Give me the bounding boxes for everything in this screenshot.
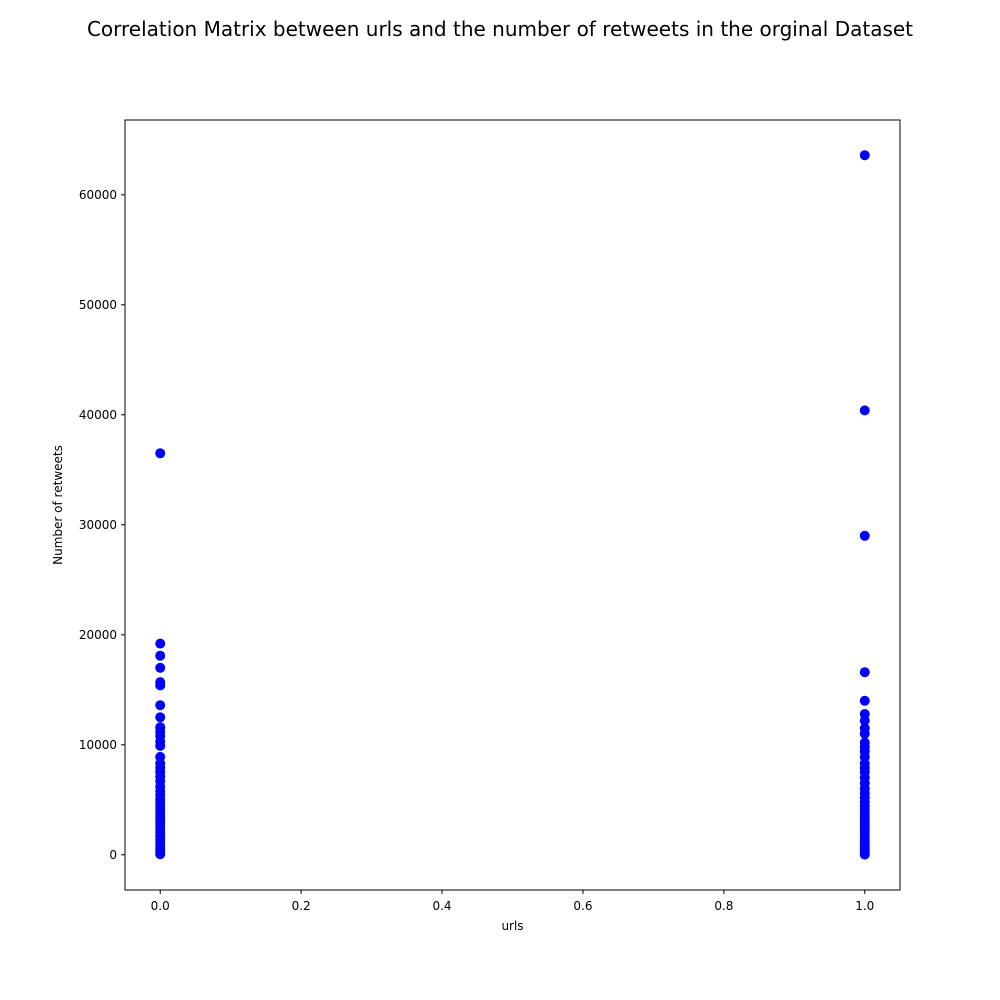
data-point [155, 638, 166, 649]
data-point [155, 662, 166, 673]
x-tick-label: 0.0 [151, 899, 170, 913]
data-point [859, 849, 870, 860]
data-point [859, 667, 870, 678]
y-tick-label: 40000 [79, 408, 117, 422]
y-tick-label: 60000 [79, 188, 117, 202]
y-axis-label: Number of retweets [51, 445, 65, 565]
data-point [155, 849, 166, 860]
data-point [155, 448, 166, 459]
data-point [859, 695, 870, 706]
data-point [155, 650, 166, 661]
chart-title: Correlation Matrix between urls and the … [87, 17, 913, 41]
data-point [155, 740, 166, 751]
x-tick-label: 0.6 [573, 899, 592, 913]
x-tick-label: 0.4 [432, 899, 451, 913]
data-point [155, 700, 166, 711]
data-point [155, 712, 166, 723]
x-axis: 0.0 0.2 0.4 0.6 0.8 1.0 [151, 890, 874, 913]
x-tick-label: 1.0 [855, 899, 874, 913]
data-point [859, 715, 870, 726]
x-axis-label: urls [501, 919, 523, 933]
data-point [155, 680, 166, 691]
x-tick-label: 0.2 [292, 899, 311, 913]
data-points [155, 150, 870, 860]
data-point [859, 150, 870, 161]
y-axis: 0 10000 20000 30000 40000 50000 60000 [79, 188, 125, 862]
y-tick-label: 0 [109, 848, 117, 862]
y-tick-label: 20000 [79, 628, 117, 642]
y-tick-label: 50000 [79, 298, 117, 312]
x-tick-label: 0.8 [714, 899, 733, 913]
y-tick-label: 10000 [79, 738, 117, 752]
plot-area [124, 119, 901, 891]
data-point [859, 530, 870, 541]
data-point [859, 728, 870, 739]
data-point [859, 405, 870, 416]
y-tick-label: 30000 [79, 518, 117, 532]
